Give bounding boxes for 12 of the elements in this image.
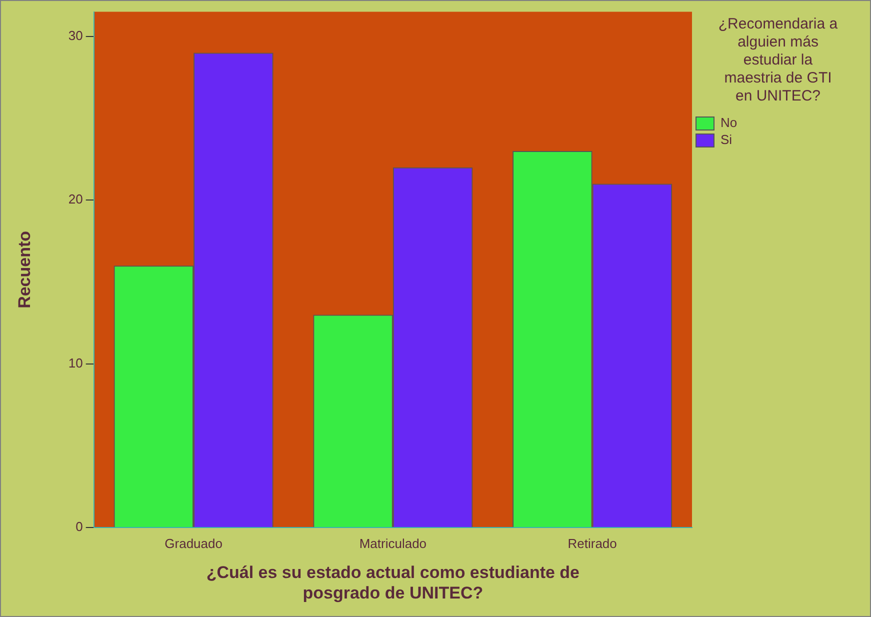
y-tick-label: 20 <box>68 192 83 207</box>
x-axis-title: ¿Cuál es su estado actual como estudiante de posgrado de UNITEC? <box>206 563 580 602</box>
x-tick-label: Graduado <box>164 536 222 551</box>
x-tick-label: Matriculado <box>359 536 427 551</box>
x-tick-label: Retirado <box>568 536 617 551</box>
y-axis-title: Recuento <box>14 230 34 308</box>
legend-label: Si <box>720 132 732 148</box>
legend-label: No <box>720 115 738 130</box>
legend-title: ¿Recomendaria a alguien más estudiar la maestria de GTI en UNITEC? <box>718 16 838 105</box>
y-tick-label: 0 <box>76 519 83 534</box>
y-tick-label: 30 <box>68 28 83 43</box>
y-tick-label: 10 <box>68 355 83 370</box>
